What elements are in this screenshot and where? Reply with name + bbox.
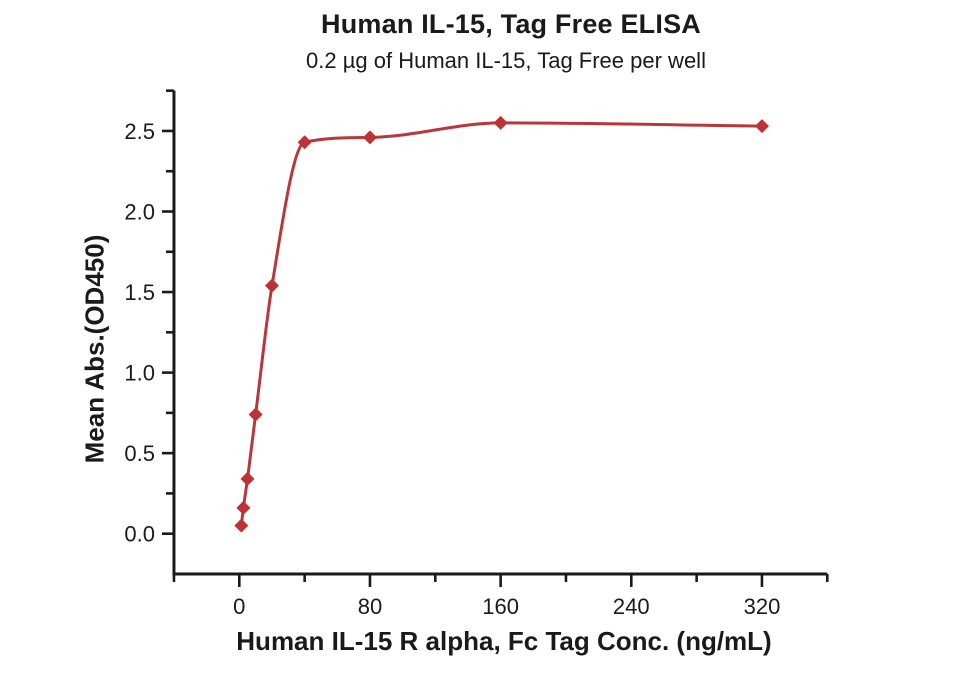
y-tick-label: 2.0 (124, 200, 155, 225)
x-tick-label: 240 (613, 594, 650, 619)
chart-subtitle: 0.2 µg of Human IL-15, Tag Free per well (306, 48, 706, 73)
data-point-marker (754, 119, 769, 134)
chart-title: Human IL-15, Tag Free ELISA (321, 9, 701, 39)
x-tick-label: 320 (744, 594, 781, 619)
x-tick-label: 160 (482, 594, 519, 619)
x-axis-title: Human IL-15 R alpha, Fc Tag Conc. (ng/mL… (236, 626, 772, 656)
y-tick-label: 1.0 (124, 361, 155, 386)
x-tick-label: 80 (358, 594, 382, 619)
y-tick-label: 2.5 (124, 119, 155, 144)
data-point-marker (234, 518, 249, 533)
y-tick-label: 1.5 (124, 280, 155, 305)
data-point-marker (362, 130, 377, 145)
data-point-marker (248, 407, 263, 422)
fit-curve (239, 121, 764, 528)
data-point-marker (297, 135, 312, 150)
data-point-marker (236, 500, 251, 515)
data-point-marker (264, 278, 279, 293)
y-axis-title: Mean Abs.(OD450) (79, 234, 110, 464)
data-point-marker (493, 115, 508, 130)
y-tick-label: 0.0 (124, 522, 155, 547)
y-tick-label: 0.5 (124, 441, 155, 466)
data-point-marker (240, 471, 255, 486)
x-tick-label: 0 (233, 594, 245, 619)
